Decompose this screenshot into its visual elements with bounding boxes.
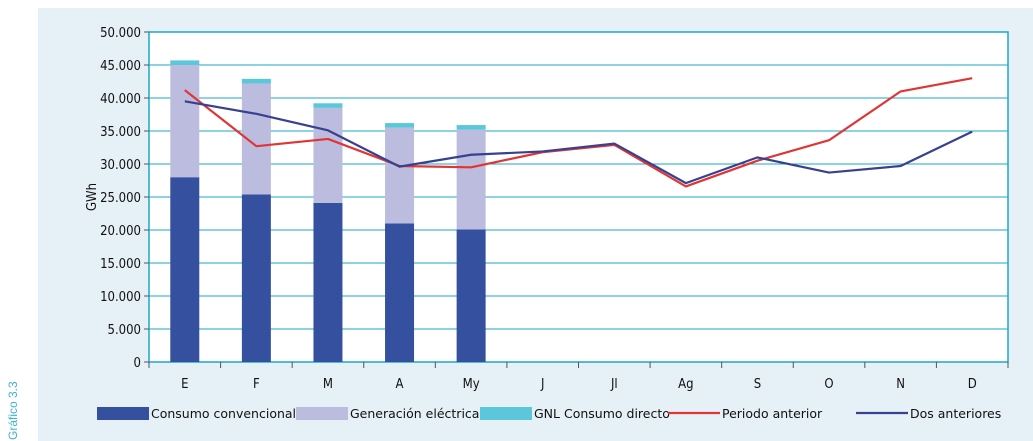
y-tick-label: 20.000 (100, 224, 141, 239)
y-tick-label: 35.000 (100, 125, 141, 140)
legend: Consumo convencional Generación eléctrica… (97, 406, 1001, 421)
bar-consumo-convencional (241, 194, 271, 362)
x-tick-label: N (896, 377, 905, 392)
x-tick-label: J (540, 377, 544, 392)
bar-generacion-electrica (313, 107, 343, 203)
chart: 0 5.000 10.000 15.000 20.000 25.000 30.000 35.0… (85, 26, 1009, 421)
x-tick-label: S (754, 377, 761, 392)
chart-panel: 0 5.000 10.000 15.000 20.000 25.000 30.000 35.0… (38, 8, 1033, 441)
legend-periodo-anterior: Periodo anterior (668, 406, 823, 421)
legend-generacion-electrica: Generación eléctrica (296, 406, 479, 421)
y-tick-label: 0 (134, 356, 141, 371)
bar-consumo-convencional (170, 177, 200, 362)
bar-consumo-convencional (385, 223, 415, 362)
y-tick-label: 50.000 (100, 26, 141, 41)
x-tick-label: Ag (678, 377, 693, 392)
line-dos-anteriores (184, 100, 973, 185)
x-tick-label: A (396, 377, 404, 392)
bar-gnl-consumo-directo (170, 60, 200, 65)
bar-consumo-convencional (456, 229, 486, 362)
gridlines (149, 64, 1008, 330)
y-tick-label: 10.000 (100, 290, 141, 305)
legend-label: Periodo anterior (722, 406, 823, 421)
x-tick-label: F (253, 377, 260, 392)
legend-gnl-consumo-directo: GNL Consumo directo (480, 406, 670, 421)
x-axis-ticks: E F M A My J Jl Ag S O N D (148, 362, 1009, 392)
bar-gnl-consumo-directo (241, 78, 271, 84)
x-tick-label: O (824, 377, 833, 392)
y-axis-label: GWh (85, 183, 100, 211)
legend-label: Dos anteriores (910, 406, 1001, 421)
bars (170, 60, 486, 362)
legend-swatch (480, 407, 532, 420)
x-tick-label: E (181, 377, 188, 392)
y-tick-label: 30.000 (100, 158, 141, 173)
y-tick-label: 25.000 (100, 191, 141, 206)
bar-gnl-consumo-directo (313, 103, 343, 108)
bar-generacion-electrica (385, 127, 415, 224)
y-tick-label: 15.000 (100, 257, 141, 272)
x-tick-label: Jl (610, 377, 618, 392)
legend-swatch (296, 407, 348, 420)
legend-consumo-convencional: Consumo convencional (97, 406, 296, 421)
y-tick-label: 40.000 (100, 92, 141, 107)
x-tick-label: D (968, 377, 977, 392)
bar-gnl-consumo-directo (385, 123, 415, 128)
y-tick-label: 45.000 (100, 59, 141, 74)
y-tick-label: 5.000 (108, 323, 141, 338)
legend-dos-anteriores: Dos anteriores (856, 406, 1001, 421)
legend-swatch (97, 407, 149, 420)
legend-label: GNL Consumo directo (534, 406, 670, 421)
legend-label: Generación eléctrica (350, 406, 479, 421)
x-tick-label: My (463, 377, 480, 392)
lines (184, 77, 973, 188)
legend-label: Consumo convencional (151, 406, 296, 421)
bar-gnl-consumo-directo (456, 125, 486, 130)
x-tick-label: M (323, 377, 333, 392)
figure-number-label: Gráfico 3.3 (6, 381, 20, 440)
bar-generacion-electrica (456, 129, 486, 230)
y-axis-ticks: 0 5.000 10.000 15.000 20.000 25.000 30.000 35.0… (100, 26, 149, 371)
bar-consumo-convencional (313, 202, 343, 362)
bar-generacion-electrica (170, 65, 200, 178)
